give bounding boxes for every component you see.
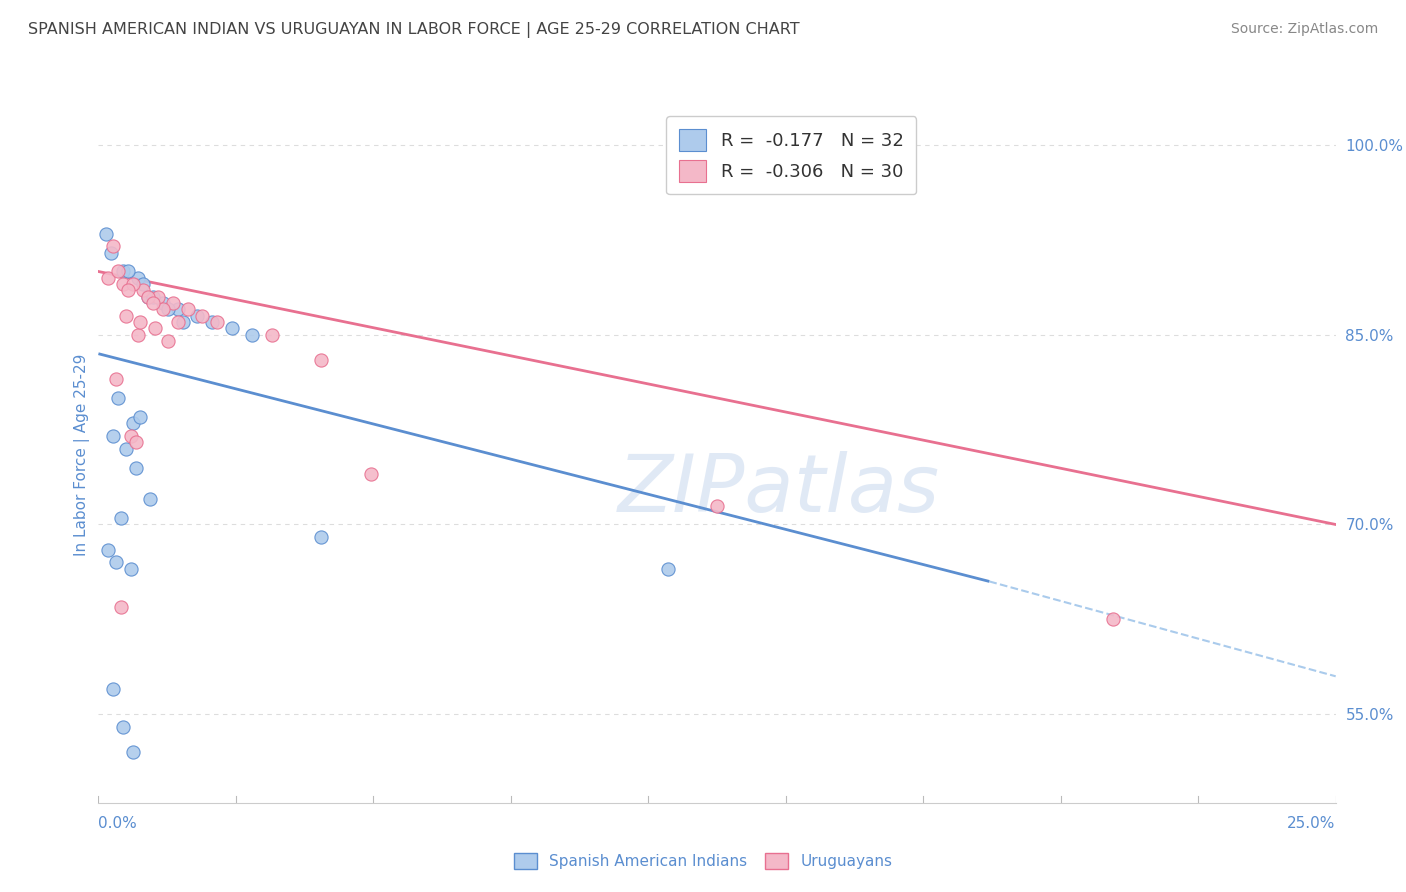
Point (124, 435, 146, 450)
Point (142, 296, 165, 310)
Point (191, 309, 214, 323)
Point (221, 321, 243, 335)
Point (127, 327, 149, 342)
Point (114, 442, 136, 456)
Point (129, 315, 152, 329)
Point (103, 239, 125, 253)
Point (112, 720, 135, 734)
Point (120, 562, 142, 576)
Point (110, 511, 132, 525)
Point (166, 302, 188, 317)
Point (120, 429, 142, 443)
Point (162, 296, 184, 310)
Point (146, 290, 169, 304)
Text: ZIPatlas: ZIPatlas (617, 450, 941, 529)
Y-axis label: In Labor Force | Age 25-29: In Labor Force | Age 25-29 (75, 354, 90, 556)
Point (122, 745, 145, 759)
Point (309, 530, 332, 544)
Point (127, 270, 149, 285)
Point (706, 499, 728, 513)
Point (139, 492, 162, 507)
Point (124, 460, 146, 475)
Point (142, 290, 165, 304)
Point (114, 309, 136, 323)
Text: 25.0%: 25.0% (1288, 816, 1336, 831)
Point (657, 562, 679, 576)
Point (172, 315, 194, 329)
Point (122, 417, 145, 431)
Point (97, 270, 120, 285)
Point (143, 321, 166, 335)
Point (129, 409, 152, 424)
Point (110, 599, 132, 614)
Point (117, 264, 139, 278)
Text: Source: ZipAtlas.com: Source: ZipAtlas.com (1230, 22, 1378, 37)
Point (156, 334, 179, 348)
Point (201, 315, 224, 329)
Point (103, 681, 125, 696)
Point (152, 302, 174, 317)
Point (360, 467, 382, 481)
Point (176, 302, 198, 317)
Point (309, 353, 332, 368)
Point (186, 309, 208, 323)
Point (132, 277, 155, 292)
Point (100, 245, 122, 260)
Point (107, 264, 129, 278)
Point (103, 429, 125, 443)
Point (104, 556, 127, 570)
Point (117, 284, 139, 298)
Text: 0.0%: 0.0% (98, 816, 138, 831)
Point (136, 290, 159, 304)
Legend: R =  -0.177   N = 32, R =  -0.306   N = 30: R = -0.177 N = 32, R = -0.306 N = 30 (666, 116, 917, 194)
Point (112, 277, 135, 292)
Point (112, 264, 135, 278)
Point (97, 542, 120, 557)
Text: SPANISH AMERICAN INDIAN VS URUGUAYAN IN LABOR FORCE | AGE 25-29 CORRELATION CHAR: SPANISH AMERICAN INDIAN VS URUGUAYAN IN … (28, 22, 800, 38)
Point (166, 315, 188, 329)
Point (156, 302, 179, 317)
Point (94, 227, 117, 241)
Point (122, 277, 145, 292)
Point (136, 290, 159, 304)
Point (132, 284, 155, 298)
Point (240, 327, 263, 342)
Point (205, 315, 228, 329)
Point (104, 372, 127, 386)
Point (1102, 612, 1125, 626)
Point (107, 391, 129, 405)
Point (152, 296, 174, 310)
Point (260, 327, 283, 342)
Legend: Spanish American Indians, Uruguayans: Spanish American Indians, Uruguayans (508, 847, 898, 875)
